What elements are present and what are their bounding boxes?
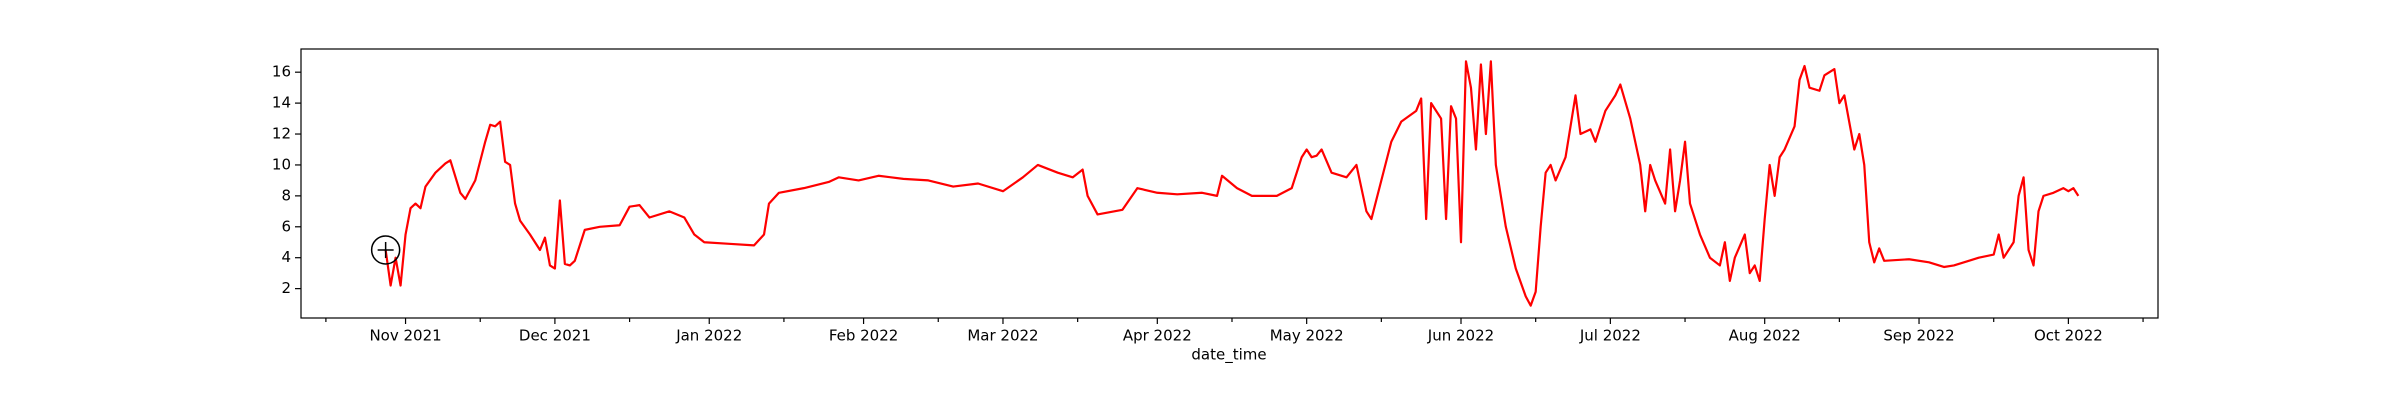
y-tick-label: 8 <box>281 186 291 204</box>
y-tick-label: 10 <box>272 155 291 173</box>
x-tick-label: Aug 2022 <box>1729 327 1801 345</box>
x-tick-label: Dec 2021 <box>519 327 591 345</box>
y-tick-label: 4 <box>281 248 291 266</box>
x-tick-label: Sep 2022 <box>1883 327 1954 345</box>
x-tick-label: Mar 2022 <box>967 327 1038 345</box>
y-tick-label: 14 <box>272 94 291 112</box>
x-tick-label: Nov 2021 <box>369 327 441 345</box>
y-tick-label: 2 <box>281 279 291 297</box>
y-tick-label: 16 <box>272 63 291 81</box>
x-tick-label: Apr 2022 <box>1123 327 1192 345</box>
y-tick-label: 6 <box>281 217 291 235</box>
plot-frame <box>300 48 2159 319</box>
x-tick-label: Feb 2022 <box>829 327 899 345</box>
x-axis-label: date_time <box>1191 346 1266 365</box>
x-tick-label: Oct 2022 <box>2034 327 2103 345</box>
data-line <box>384 60 2080 307</box>
x-tick-label: Jan 2022 <box>675 327 742 345</box>
x-tick-label: May 2022 <box>1270 327 1344 345</box>
x-tick-label: Jul 2022 <box>1579 327 1641 345</box>
cursor-circle <box>370 235 401 265</box>
y-tick-label: 12 <box>272 125 291 143</box>
x-tick-label: Jun 2022 <box>1427 327 1494 345</box>
